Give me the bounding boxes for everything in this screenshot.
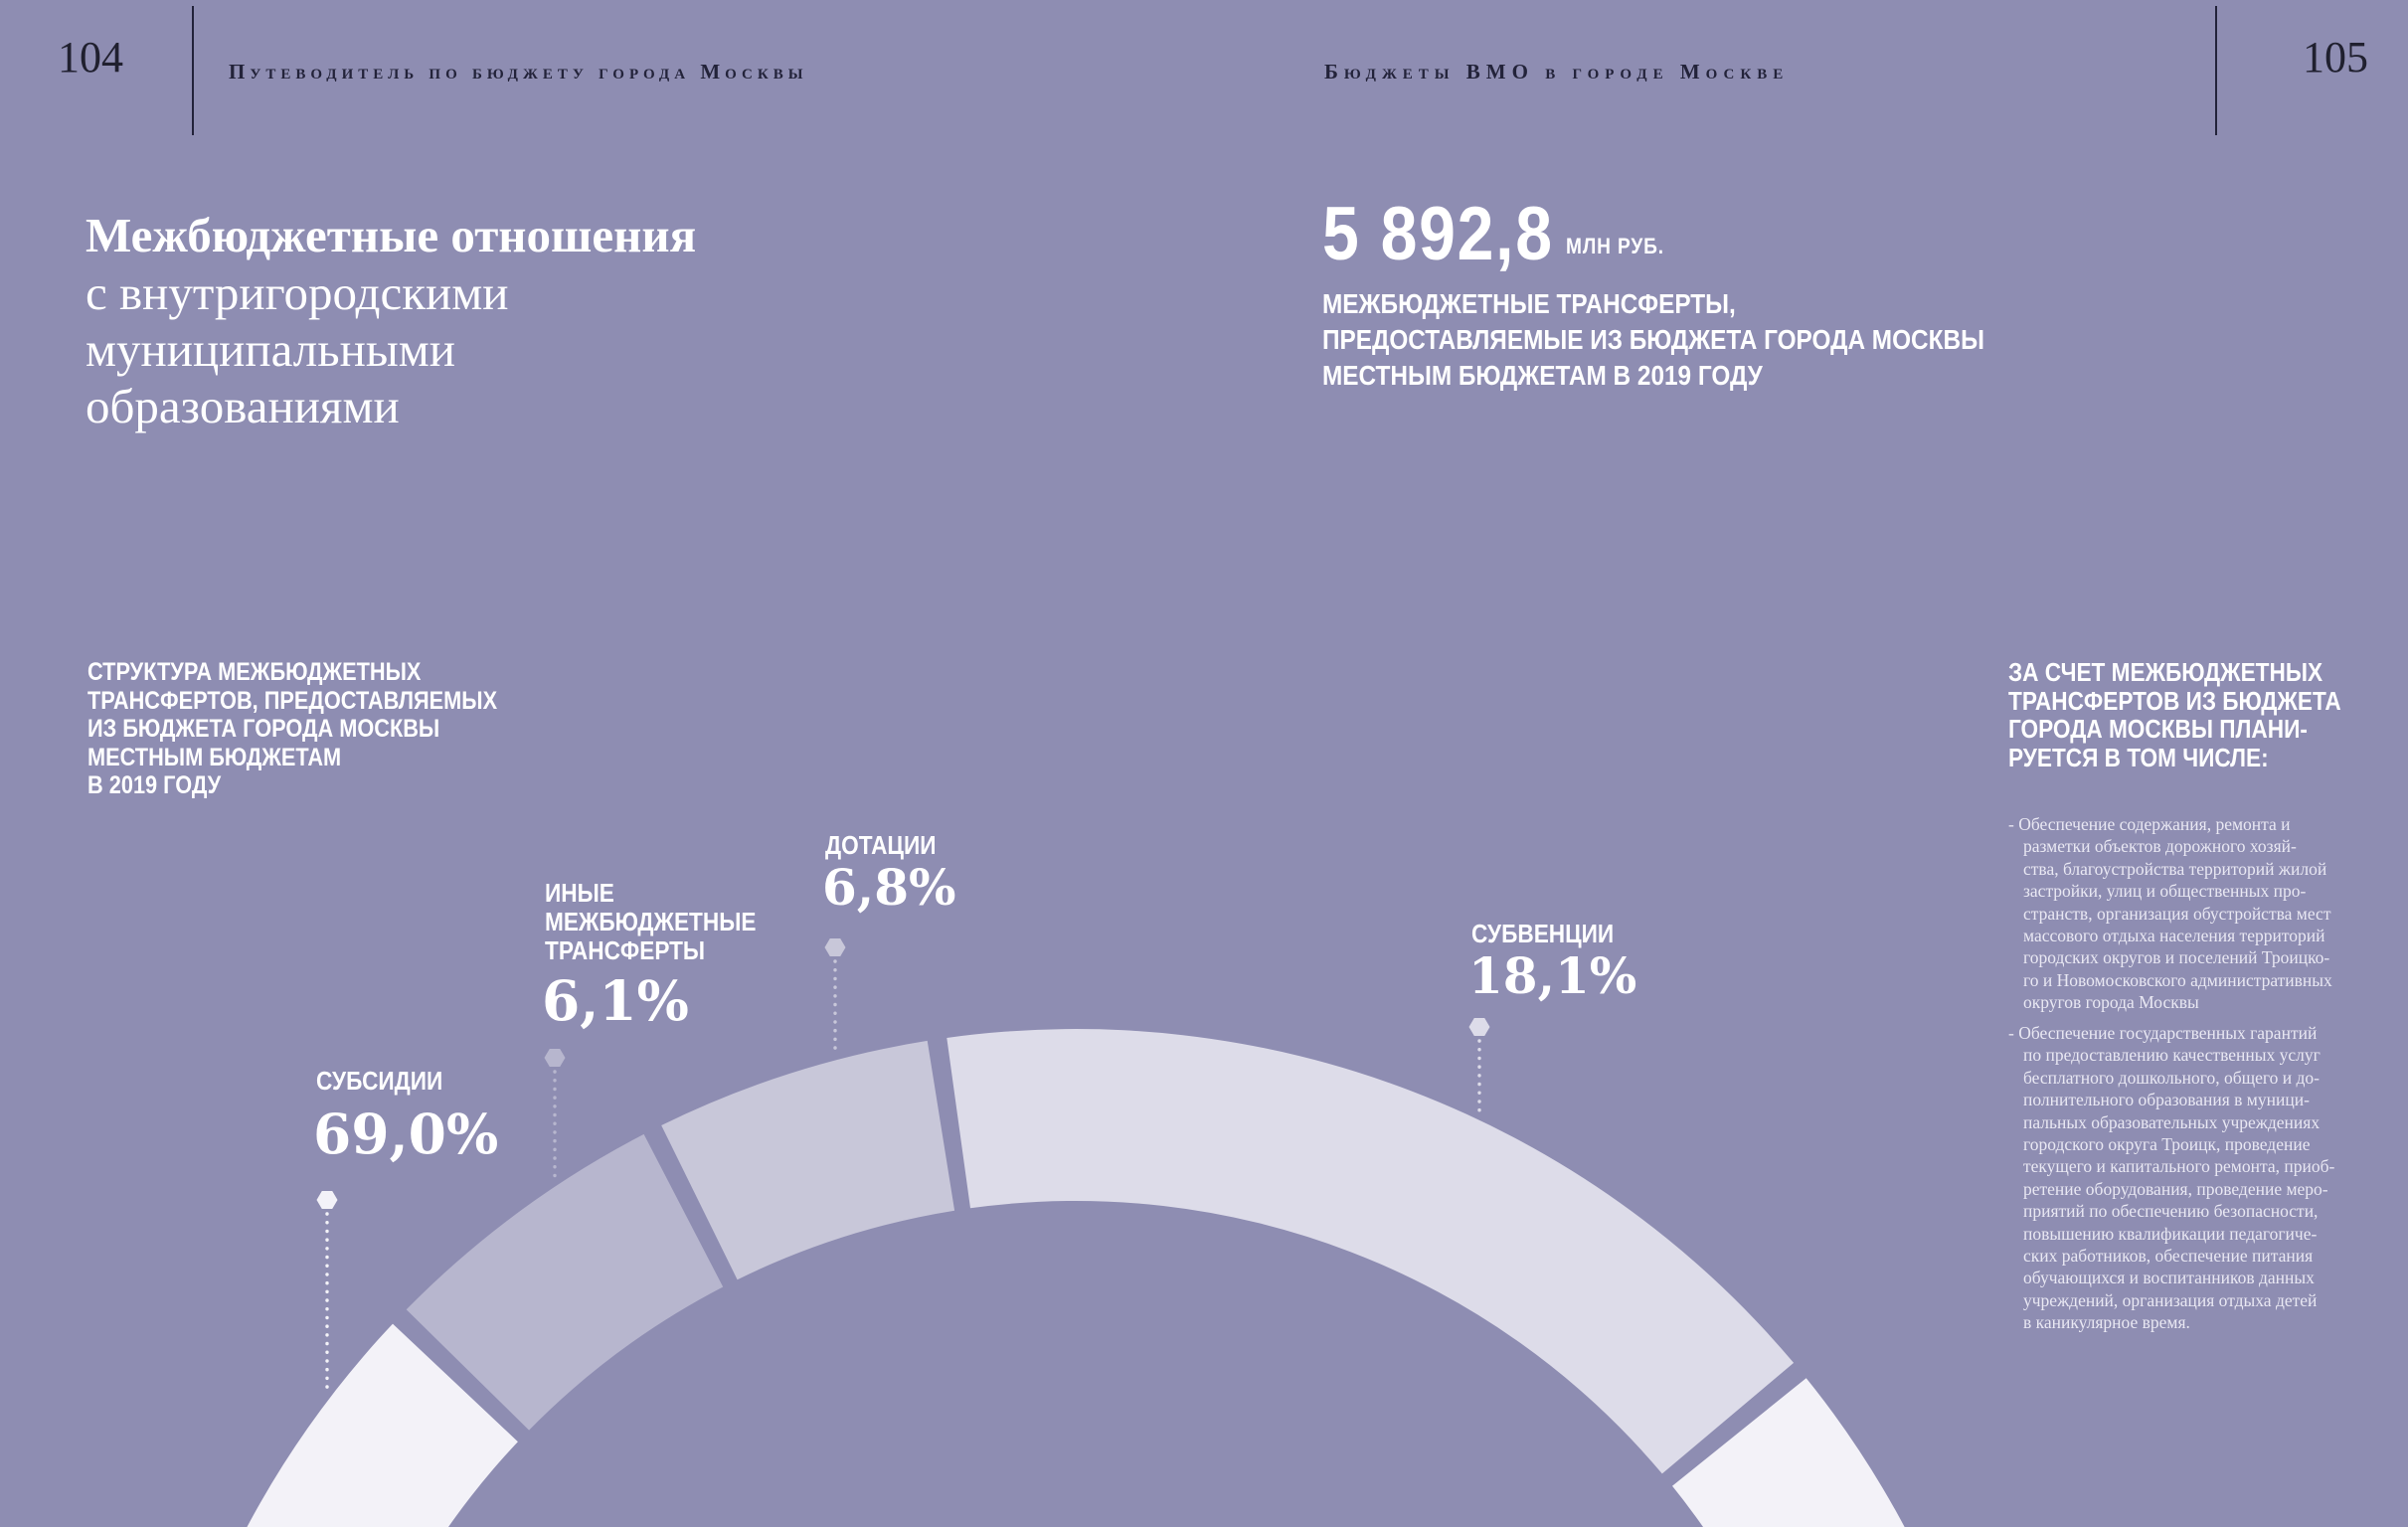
segment-value-subsidii: 69,0%: [313, 1102, 499, 1166]
chart-caption: СТРУКТУРА МЕЖБЮДЖЕТНЫХ ТРАНСФЕРТОВ, ПРЕД…: [87, 658, 498, 799]
segment-value-dotacii: 6,8%: [822, 858, 956, 917]
segment-label-subsidii: СУБСИДИИ: [316, 1066, 443, 1096]
donut-segment-subsidii: [247, 1323, 1905, 1527]
running-title-left: Путеводитель по бюджету города Москвы: [229, 60, 808, 84]
donut-segment-dotacii: [661, 1040, 955, 1280]
segment-value-subvencii: 18,1%: [1468, 946, 1637, 1005]
hexagon-marker-subvencii: [1468, 1018, 1490, 1036]
donut-segment-subvencii: [946, 1029, 1795, 1474]
segment-label-subvencii: СУБВЕНЦИИ: [1471, 919, 1615, 948]
donut-segment-inye-mezhbyudzhetnye-transferty: [406, 1133, 724, 1431]
hexagon-marker-dotacii: [824, 938, 846, 956]
page-title-rest: с внутригородскими муниципальными образо…: [86, 265, 509, 433]
page-number-left: 104: [58, 33, 123, 82]
segment-label-inye-transferty: ИНЫЕ МЕЖБЮДЖЕТНЫЕ ТРАНСФЕРТЫ: [545, 878, 757, 965]
right-column-bullet-1: - Обеспечение содержания, ремонта и разм…: [2008, 814, 2332, 1013]
page-title-line1: Межбюджетные отношения: [86, 208, 697, 262]
page-number-right: 105: [2303, 33, 2368, 82]
hexagon-marker-inye-mezhbyudzhetnye-transferty: [544, 1049, 566, 1067]
hexagon-marker-subsidii: [316, 1191, 338, 1209]
right-column-heading: ЗА СЧЕТ МЕЖБЮДЖЕТНЫХ ТРАНСФЕРТОВ ИЗ БЮДЖ…: [2008, 657, 2341, 772]
header-divider-left: [192, 6, 194, 135]
segment-value-inye-transferty: 6,1%: [542, 968, 689, 1033]
stat-value: 5 892,8: [1322, 192, 1554, 276]
stat-unit: МЛН РУБ.: [1566, 234, 1664, 258]
stat-caption: МЕЖБЮДЖЕТНЫЕ ТРАНСФЕРТЫ, ПРЕДОСТАВЛЯЕМЫЕ…: [1322, 288, 1984, 391]
segment-label-dotacii: ДОТАЦИИ: [825, 830, 937, 860]
right-column-bullet-2: - Обеспечение государственных гарантий п…: [2008, 1023, 2335, 1333]
running-title-right: Бюджеты ВМО в городе Москве: [1324, 60, 1790, 84]
header-divider-right: [2215, 6, 2217, 135]
